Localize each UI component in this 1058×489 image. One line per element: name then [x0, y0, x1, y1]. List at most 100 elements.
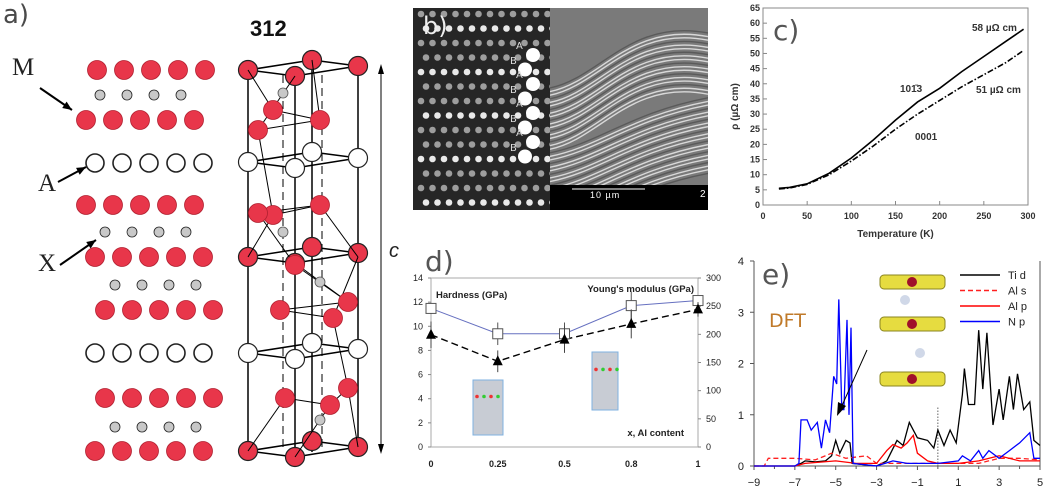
legend-label: N p — [1008, 317, 1025, 329]
arrow-head-icon — [76, 167, 86, 175]
atom-column — [422, 170, 430, 177]
atom-column — [429, 184, 436, 192]
atom-column — [422, 141, 430, 148]
stacking-letter: A — [516, 99, 523, 110]
atom-column — [480, 83, 487, 90]
atom-x — [99, 226, 111, 238]
atom-column — [452, 39, 459, 47]
atom-m — [310, 110, 330, 130]
atom-m — [114, 60, 134, 80]
layer-streak — [550, 104, 708, 161]
atom-column — [422, 112, 430, 119]
layer-streak — [550, 100, 708, 158]
x-tick-label: 0.5 — [558, 459, 571, 469]
atom-column — [514, 112, 522, 119]
atom-column — [544, 97, 550, 105]
atom-column — [491, 199, 499, 206]
inset-atom — [907, 277, 917, 287]
y-left-tick-label: 14 — [413, 273, 423, 283]
atom-a — [139, 343, 159, 363]
atom-column — [503, 141, 510, 148]
layer-streak — [550, 66, 708, 125]
atom-a — [112, 153, 132, 173]
y-tick-label: 0 — [755, 200, 760, 210]
layer-streak — [550, 58, 708, 118]
atom-column — [475, 97, 482, 105]
crystal-structure-diagram — [39, 49, 384, 468]
atom-m — [270, 300, 290, 320]
stacking-atom — [518, 149, 532, 164]
atom-m — [112, 441, 132, 461]
atom-column — [457, 83, 464, 90]
atom-m — [347, 242, 369, 264]
layer-streak — [550, 30, 708, 89]
y-left-tick-label: 4 — [418, 394, 423, 404]
bond — [257, 119, 321, 131]
hardness-marker — [492, 355, 503, 366]
atom-column — [417, 97, 425, 105]
x-tick-label: 50 — [802, 211, 812, 221]
y-tick-label: 15 — [750, 155, 760, 165]
atom-column — [486, 155, 494, 163]
atom-column — [452, 97, 459, 105]
atom-column — [434, 83, 441, 90]
atom-x — [314, 276, 326, 288]
atom-label-a: A — [38, 170, 57, 197]
atom-a — [112, 343, 132, 363]
atom-column — [549, 200, 550, 205]
y-right-tick-label: 0 — [706, 442, 711, 452]
y-right-tick-label: 250 — [706, 301, 721, 311]
atom-column — [532, 97, 540, 105]
atom-column — [480, 25, 487, 32]
atom-a — [139, 153, 159, 173]
atom-m — [76, 110, 96, 130]
atom-column — [463, 39, 471, 47]
atom-column — [532, 126, 540, 134]
atom-column — [503, 25, 510, 32]
atom-column — [468, 112, 476, 119]
atom-column — [445, 112, 453, 119]
atom-a — [85, 343, 105, 363]
y-right-tick-label: 300 — [706, 273, 721, 283]
atom-m — [285, 255, 305, 275]
atom-column — [440, 184, 448, 192]
atom-column — [422, 83, 430, 90]
atom-column — [544, 68, 550, 76]
atom-column — [509, 68, 517, 76]
layer-streak — [550, 125, 708, 183]
atom-column — [514, 170, 522, 177]
y-tick-label: 25 — [750, 124, 760, 134]
atom-m — [141, 60, 161, 80]
atom-column — [486, 39, 494, 47]
atom-column — [514, 54, 522, 61]
atom-column — [514, 199, 522, 206]
atom-column — [486, 68, 494, 76]
x-tick-label: −9 — [748, 477, 761, 489]
atom-m — [193, 441, 213, 461]
sem-image: 10 µm 2 — [550, 8, 708, 210]
atom-m — [166, 247, 186, 267]
y-tick-label: 20 — [750, 139, 760, 149]
inset-atom — [489, 394, 493, 399]
atom-x — [175, 89, 187, 101]
atom-column — [452, 155, 459, 163]
stacking-atom — [526, 77, 540, 91]
atom-column — [544, 184, 550, 192]
bond — [257, 212, 296, 266]
series-line-al-p — [754, 433, 1040, 467]
structure-title: 312 — [250, 16, 287, 41]
atom-m — [168, 60, 188, 80]
atom-column — [532, 68, 540, 76]
inset-atom — [615, 367, 619, 372]
layer-streak — [550, 48, 708, 107]
atom-x — [109, 279, 121, 291]
x-tick-label: 0.8 — [625, 459, 638, 469]
atom-x — [163, 279, 175, 291]
layer-streak — [550, 76, 708, 136]
layer-streak — [550, 55, 708, 114]
inset-atom — [900, 295, 910, 305]
atom-column — [445, 170, 453, 177]
y-left-tick-label: 10 — [413, 321, 423, 331]
atom-column — [422, 25, 430, 32]
atom-m — [203, 300, 223, 320]
